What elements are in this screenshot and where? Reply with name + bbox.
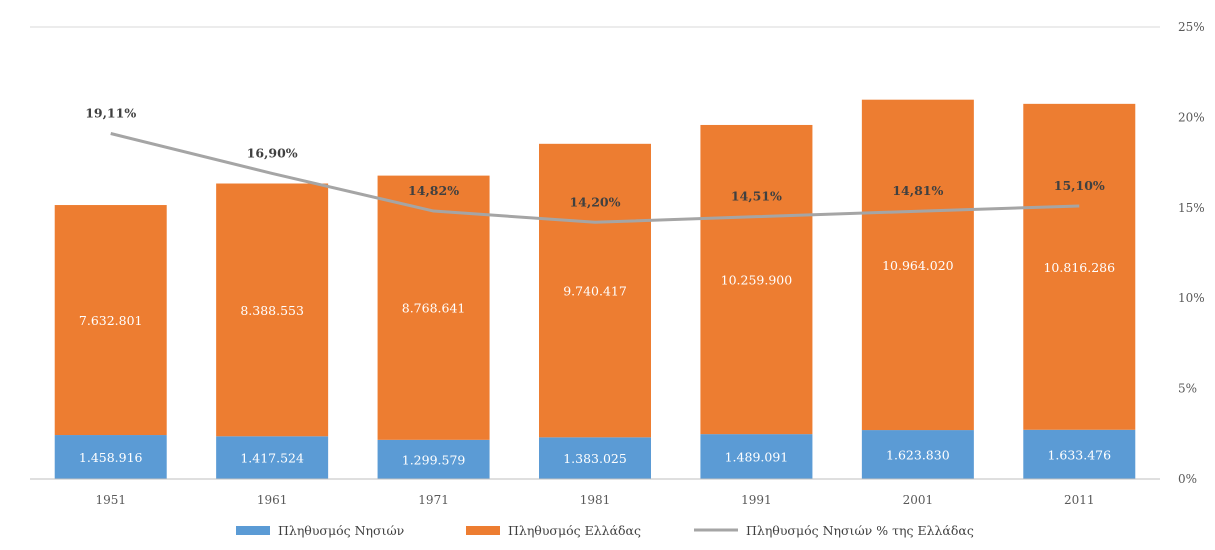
x-tick-1951: 1951 — [95, 493, 126, 507]
percentage-data-labels: 19,11% 16,90% 14,82% 14,20% 14,51% 14,81% 15,1… — [85, 105, 1105, 209]
percentage-line-series — [110, 132, 1080, 224]
data-label-percentage-1971: 14,82% — [408, 183, 459, 198]
data-label-islands-1981: 1.383.025 — [563, 451, 627, 466]
x-tick-1991: 1991 — [741, 493, 772, 507]
data-label-percentage-1981: 14,20% — [569, 194, 620, 209]
bar-islands-1951 — [54, 435, 167, 479]
data-label-greece-1971: 8.768.641 — [402, 301, 466, 316]
bar-greece-1991 — [700, 124, 813, 435]
bar-greece-2001 — [861, 99, 974, 431]
bar-islands-2011 — [1023, 429, 1136, 479]
legend-label-greece: Πληθυσμός Ελλάδας — [508, 523, 641, 538]
x-tick-2001: 2001 — [903, 493, 934, 507]
data-label-greece-1991: 10.259.900 — [721, 273, 793, 288]
bar-greece-1961 — [216, 183, 329, 437]
data-label-islands-1951: 1.458.916 — [79, 450, 143, 465]
bar-greece-1951 — [54, 205, 167, 436]
bar-islands-1991 — [700, 434, 813, 479]
bar-greece-2011 — [1023, 103, 1136, 430]
y2-tick-4: 20% — [1178, 110, 1205, 124]
legend-swatch-islands — [236, 526, 270, 535]
x-tick-2011: 2011 — [1064, 493, 1095, 507]
data-label-percentage-1961: 16,90% — [247, 145, 298, 160]
data-label-islands-2011: 1.633.476 — [1047, 447, 1111, 462]
bar-islands-1971 — [377, 439, 490, 479]
data-label-islands-1991: 1.489.091 — [725, 450, 789, 465]
y2-tick-5: 25% — [1178, 20, 1205, 34]
data-label-islands-1971: 1.299.579 — [402, 452, 466, 467]
legend: Πληθυσμός Νησιών Πληθυσμός Ελλάδας Πληθυ… — [236, 523, 974, 538]
island-population-bars — [54, 429, 1136, 479]
y2-tick-0: 0% — [1178, 472, 1197, 486]
data-label-greece-1961: 8.388.553 — [240, 303, 304, 318]
percentage-line — [110, 132, 1080, 224]
bar-islands-1961 — [216, 436, 329, 479]
legend-item-islands: Πληθυσμός Νησιών — [236, 523, 404, 538]
right-axis-ticks: 0% 5% 10% 15% 20% 25% — [1178, 20, 1205, 486]
x-tick-1981: 1981 — [580, 493, 611, 507]
y2-tick-1: 5% — [1178, 382, 1197, 396]
data-label-percentage-2001: 14,81% — [892, 183, 943, 198]
bar-islands-1981 — [539, 437, 651, 479]
data-label-greece-2011: 10.816.286 — [1043, 260, 1115, 275]
greece-data-labels: 7.632.801 8.388.553 8.768.641 9.740.417 10.2… — [79, 258, 1115, 328]
legend-label-percentage: Πληθυσμός Νησιών % της Ελλάδας — [746, 523, 974, 538]
data-label-islands-2001: 1.623.830 — [886, 448, 950, 463]
bar-islands-2001 — [861, 430, 974, 479]
y2-tick-3: 15% — [1178, 201, 1205, 215]
x-tick-1971: 1971 — [418, 493, 449, 507]
legend-swatch-greece — [466, 526, 500, 535]
y2-tick-2: 10% — [1178, 291, 1205, 305]
island-data-labels: 1.458.916 1.417.524 1.299.579 1.383.025 1.48… — [79, 447, 1111, 467]
legend-label-islands: Πληθυσμός Νησιών — [278, 523, 404, 538]
greece-population-bars — [54, 99, 1136, 440]
legend-item-greece: Πληθυσμός Ελλάδας — [466, 523, 641, 538]
bar-greece-1971 — [377, 175, 490, 440]
data-label-percentage-2011: 15,10% — [1054, 178, 1105, 193]
data-label-greece-1981: 9.740.417 — [563, 284, 627, 299]
x-tick-1961: 1961 — [257, 493, 288, 507]
data-label-greece-1951: 7.632.801 — [79, 313, 143, 328]
legend-item-percentage: Πληθυσμός Νησιών % της Ελλάδας — [694, 523, 974, 538]
data-label-percentage-1951: 19,11% — [85, 105, 136, 120]
data-label-percentage-1991: 14,51% — [731, 189, 782, 204]
x-axis-ticks: 1951 1961 1971 1981 1991 2001 2011 — [95, 493, 1094, 507]
data-label-islands-1961: 1.417.524 — [240, 451, 304, 466]
data-label-greece-2001: 10.964.020 — [882, 258, 954, 273]
bar-greece-1981 — [539, 143, 651, 438]
